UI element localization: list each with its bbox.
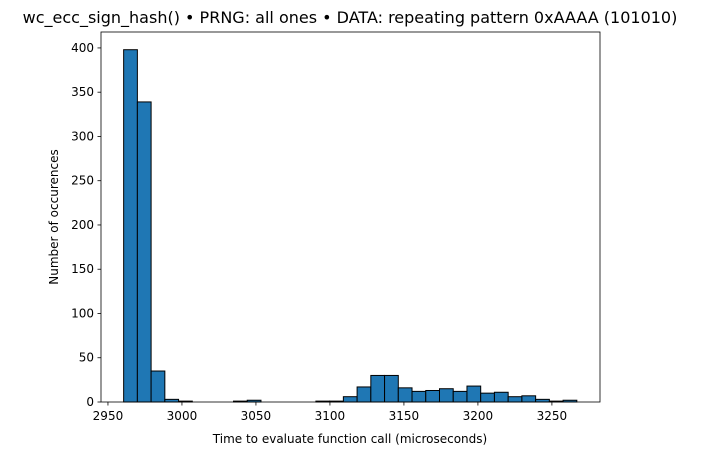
x-tick-label: 3000 xyxy=(167,409,198,423)
y-tick-label: 250 xyxy=(71,174,94,188)
x-tick-label: 3250 xyxy=(537,409,568,423)
y-tick-label: 50 xyxy=(79,351,94,365)
bar xyxy=(342,396,358,403)
bar xyxy=(356,386,372,403)
x-tick-label: 3150 xyxy=(389,409,420,423)
bar xyxy=(493,391,509,403)
y-tick-label: 0 xyxy=(86,395,94,409)
y-tick-label: 150 xyxy=(71,262,94,276)
x-axis-label: Time to evaluate function call (microsec… xyxy=(212,432,487,446)
bar xyxy=(411,390,427,403)
y-tick-label: 300 xyxy=(71,129,94,143)
bar xyxy=(466,385,482,403)
bar xyxy=(480,392,495,403)
x-tick-label: 2950 xyxy=(93,409,124,423)
bar xyxy=(507,396,523,403)
y-tick-label: 350 xyxy=(71,85,94,99)
y-axis-label: Number of occurences xyxy=(47,149,61,284)
bar xyxy=(425,389,440,403)
y-tick-label: 400 xyxy=(71,41,94,55)
x-tick-label: 3050 xyxy=(241,409,272,423)
x-tick-label: 3200 xyxy=(463,409,494,423)
y-tick-label: 200 xyxy=(71,218,94,232)
bar xyxy=(521,395,537,403)
bar xyxy=(384,374,399,403)
y-tick-label: 100 xyxy=(71,306,94,320)
bar xyxy=(370,374,386,403)
bar xyxy=(452,390,468,403)
bar xyxy=(438,388,454,403)
axes-frame xyxy=(100,31,601,403)
bar xyxy=(136,101,152,403)
plot-area xyxy=(123,49,578,403)
bar xyxy=(123,49,138,403)
bar xyxy=(397,387,413,403)
x-tick-label: 3100 xyxy=(315,409,346,423)
bar xyxy=(150,370,166,403)
chart-title: wc_ecc_sign_hash() • PRNG: all ones • DA… xyxy=(23,8,678,28)
